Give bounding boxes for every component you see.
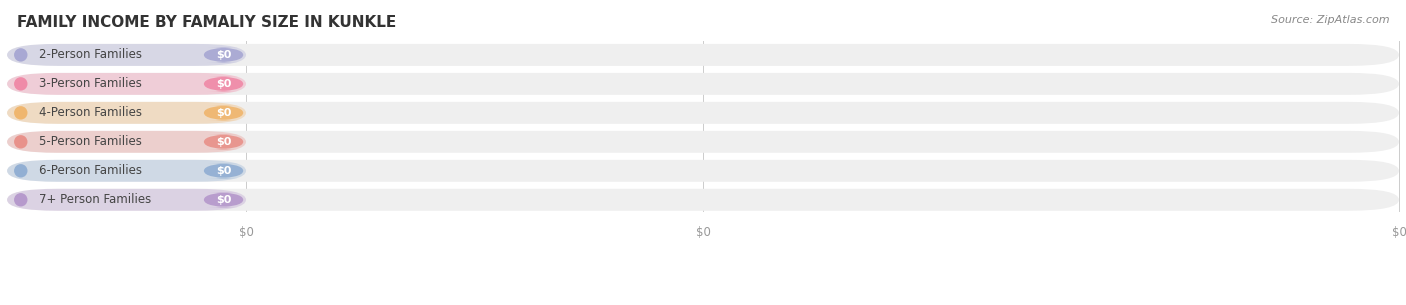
- Text: $0: $0: [217, 166, 231, 176]
- Text: $0: $0: [217, 137, 231, 147]
- Text: $0: $0: [217, 50, 231, 60]
- Text: $0: $0: [696, 226, 710, 239]
- Text: FAMILY INCOME BY FAMALIY SIZE IN KUNKLE: FAMILY INCOME BY FAMALIY SIZE IN KUNKLE: [17, 15, 396, 30]
- Text: $0: $0: [217, 108, 231, 118]
- Text: $0: $0: [1392, 226, 1406, 239]
- Text: $0: $0: [217, 195, 231, 205]
- Text: $0: $0: [239, 226, 253, 239]
- Text: Source: ZipAtlas.com: Source: ZipAtlas.com: [1271, 15, 1389, 25]
- Text: 4-Person Families: 4-Person Families: [39, 106, 142, 119]
- Text: 6-Person Families: 6-Person Families: [39, 164, 142, 177]
- Text: 7+ Person Families: 7+ Person Families: [39, 193, 150, 206]
- Text: 2-Person Families: 2-Person Families: [39, 48, 142, 61]
- Text: 5-Person Families: 5-Person Families: [39, 135, 142, 148]
- Text: 3-Person Families: 3-Person Families: [39, 77, 142, 90]
- Text: $0: $0: [217, 79, 231, 89]
